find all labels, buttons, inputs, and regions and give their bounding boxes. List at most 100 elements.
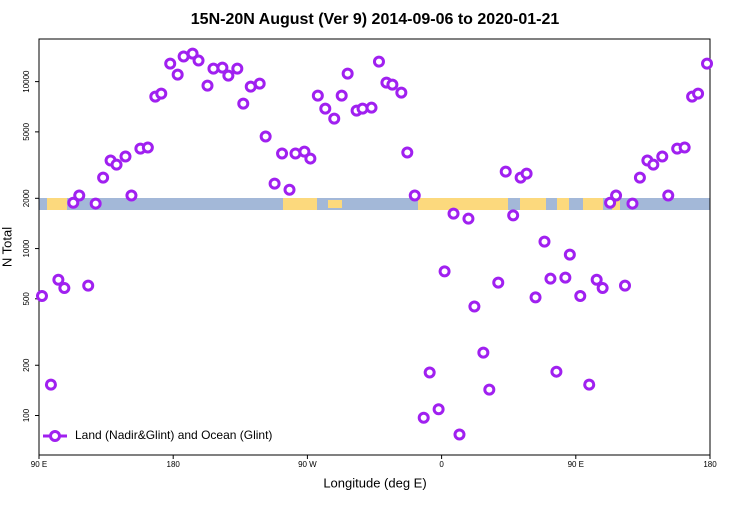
point — [304, 152, 317, 165]
point — [298, 145, 311, 158]
land-patch — [612, 198, 620, 210]
point — [335, 89, 348, 102]
x-tick-label: 180 — [167, 460, 181, 469]
point — [483, 383, 496, 396]
point — [438, 265, 451, 278]
point — [453, 428, 466, 441]
point — [507, 209, 520, 222]
y-tick-label: 500 — [22, 292, 31, 306]
point — [253, 77, 266, 90]
point — [58, 282, 71, 295]
point — [604, 196, 617, 209]
point — [538, 235, 551, 248]
point — [619, 279, 632, 292]
point — [633, 171, 646, 184]
point — [647, 158, 660, 171]
point — [626, 197, 639, 210]
x-axis-label: Longitude (deg E) — [323, 475, 426, 490]
point — [311, 89, 324, 102]
point — [656, 150, 669, 163]
y-tick-label: 1000 — [22, 239, 31, 257]
point — [259, 130, 272, 143]
point — [559, 271, 572, 284]
point — [237, 97, 250, 110]
point — [82, 279, 95, 292]
point — [468, 300, 481, 313]
point — [462, 212, 475, 225]
point — [432, 403, 445, 416]
point — [447, 207, 460, 220]
point — [268, 177, 281, 190]
point — [319, 102, 332, 115]
land-patch — [328, 200, 342, 208]
point — [164, 57, 177, 70]
point — [492, 276, 505, 289]
y-tick-label: 200 — [22, 358, 31, 372]
x-tick-label: 90 E — [31, 460, 47, 469]
point — [67, 196, 80, 209]
point — [401, 146, 414, 159]
point — [574, 289, 587, 302]
point — [590, 273, 603, 286]
point — [692, 87, 705, 100]
point — [186, 47, 199, 60]
point — [701, 57, 714, 70]
point — [395, 86, 408, 99]
y-tick-label: 5000 — [22, 122, 31, 140]
point — [283, 183, 296, 196]
legend-label: Land (Nadir&Glint) and Ocean (Glint) — [75, 428, 272, 442]
point — [276, 147, 289, 160]
point — [222, 69, 235, 82]
x-tick-label: 90 W — [298, 460, 317, 469]
point — [678, 141, 691, 154]
y-tick-label: 100 — [22, 408, 31, 422]
point — [662, 189, 675, 202]
land-patch — [583, 198, 603, 210]
point — [520, 167, 533, 180]
land-patch — [557, 198, 569, 210]
point — [596, 282, 609, 295]
point — [171, 68, 184, 81]
point — [365, 101, 378, 114]
land-patch — [283, 198, 317, 210]
land-ocean-band — [39, 198, 710, 210]
point — [477, 346, 490, 359]
point — [544, 272, 557, 285]
point — [141, 141, 154, 154]
y-axis-label: N Total — [0, 227, 14, 267]
land-patch — [520, 198, 546, 210]
chart-title: 15N-20N August (Ver 9) 2014-09-06 to 202… — [191, 11, 560, 28]
point — [328, 112, 341, 125]
point — [192, 54, 205, 67]
point — [44, 378, 57, 391]
point — [499, 165, 512, 178]
x-tick-label: 180 — [703, 460, 717, 469]
land-patch — [47, 198, 67, 210]
point — [97, 171, 110, 184]
point — [35, 289, 48, 302]
point — [119, 150, 132, 163]
point — [372, 55, 385, 68]
point — [423, 366, 436, 379]
point — [341, 67, 354, 80]
legend-marker — [49, 430, 61, 442]
point — [216, 61, 229, 74]
point — [231, 62, 244, 75]
y-tick-label: 2000 — [22, 189, 31, 207]
point — [89, 197, 102, 210]
point — [610, 189, 623, 202]
point — [583, 378, 596, 391]
point — [563, 248, 576, 261]
point — [408, 189, 421, 202]
x-tick-label: 90 E — [568, 460, 584, 469]
x-tick-label: 0 — [439, 460, 444, 469]
point — [155, 87, 168, 100]
point — [417, 411, 430, 424]
point — [73, 189, 86, 202]
point — [110, 158, 123, 171]
land-patch — [418, 198, 508, 210]
point — [386, 78, 399, 91]
point — [529, 291, 542, 304]
